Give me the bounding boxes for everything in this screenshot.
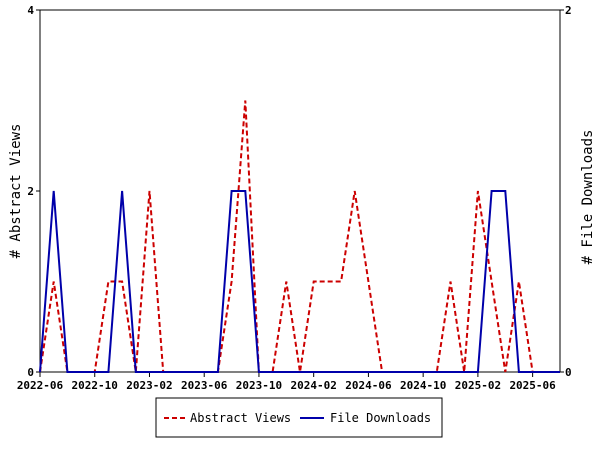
x-tick-label: 2023-02	[126, 379, 172, 392]
x-tick-label: 2022-06	[17, 379, 64, 392]
y-tick-label: 4	[27, 4, 34, 17]
legend-label-file-downloads: File Downloads	[330, 411, 431, 425]
axis-ticks: 2022-06 2022-10 2023-02 2023-06 2023-10 2024-…	[17, 4, 572, 392]
x-tick-label: 2024-10	[400, 379, 446, 392]
x-tick-label: 2023-10	[236, 379, 282, 392]
x-tick-label: 2025-06	[509, 379, 556, 392]
x-tick-label: 2023-06	[181, 379, 228, 392]
y-tick-label: 2	[27, 185, 34, 198]
legend: Abstract Views File Downloads	[155, 397, 443, 438]
x-tick-label: 2024-02	[291, 379, 337, 392]
y2-axis-title: # File Downloads	[580, 130, 596, 265]
y2-tick-label: 0	[565, 366, 572, 379]
x-tick-label: 2022-10	[72, 379, 118, 392]
y2-tick-label: 2	[565, 4, 572, 17]
y-axis-title: # Abstract Views	[8, 124, 24, 259]
x-tick-label: 2024-06	[345, 379, 392, 392]
legend-box	[155, 397, 443, 438]
y-tick-label: 0	[27, 366, 34, 379]
series-line-abstract-views	[39, 100, 560, 373]
x-tick-label: 2025-02	[455, 379, 501, 392]
series-layer	[39, 100, 560, 373]
legend-label-abstract-views: Abstract Views	[190, 411, 291, 425]
series-line-file-downloads	[39, 190, 560, 373]
